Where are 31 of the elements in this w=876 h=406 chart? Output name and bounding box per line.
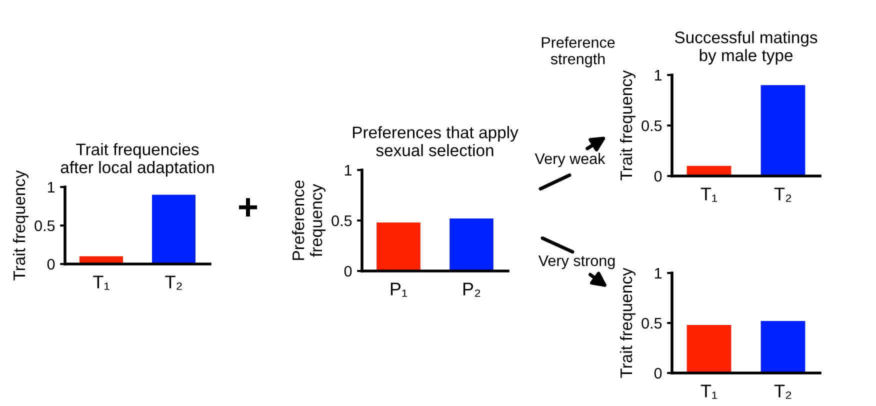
x-tick-label: P₂	[463, 282, 480, 297]
y-axis-title: Preference frequency	[292, 180, 326, 260]
y-tick-label: 1	[654, 70, 662, 81]
x-tick-label: T₂	[774, 188, 792, 202]
x-tick-label: T₁	[700, 384, 718, 399]
y-tick-label: 0	[654, 170, 662, 182]
chart-title: Trait frequencies after local adaptation	[60, 143, 214, 177]
text: Very strong	[538, 255, 615, 270]
chart-title: Successful matings by male type	[674, 31, 818, 65]
text: Preference strength	[542, 36, 615, 68]
y-tick-label: 0	[344, 266, 352, 277]
x-tick-label: T₂	[165, 276, 182, 290]
y-axis-title: Trait frequency	[12, 170, 28, 280]
x-tick-label: P₁	[390, 282, 408, 297]
y-tick-label: 0.5	[34, 220, 55, 232]
y-axis-title: Trait frequency	[620, 70, 636, 180]
text: +	[238, 198, 258, 216]
y-tick-label: 0.5	[642, 318, 662, 329]
y-tick-label: 1	[48, 182, 55, 193]
y-tick-label: 0	[47, 258, 55, 270]
y-tick-label: 0	[654, 368, 662, 379]
y-axis-title: Trait frequency	[620, 268, 636, 378]
y-tick-label: 1	[654, 268, 662, 279]
x-tick-label: T₁	[93, 276, 110, 290]
y-tick-label: 1	[344, 165, 352, 176]
y-tick-label: 0.5	[642, 120, 662, 132]
x-tick-label: T₁	[700, 188, 718, 202]
chart-title: Preferences that apply sexual selection	[352, 126, 518, 156]
y-tick-label: 0.5	[332, 215, 352, 226]
text: Very weak	[534, 152, 606, 168]
x-tick-label: T₂	[774, 384, 792, 399]
